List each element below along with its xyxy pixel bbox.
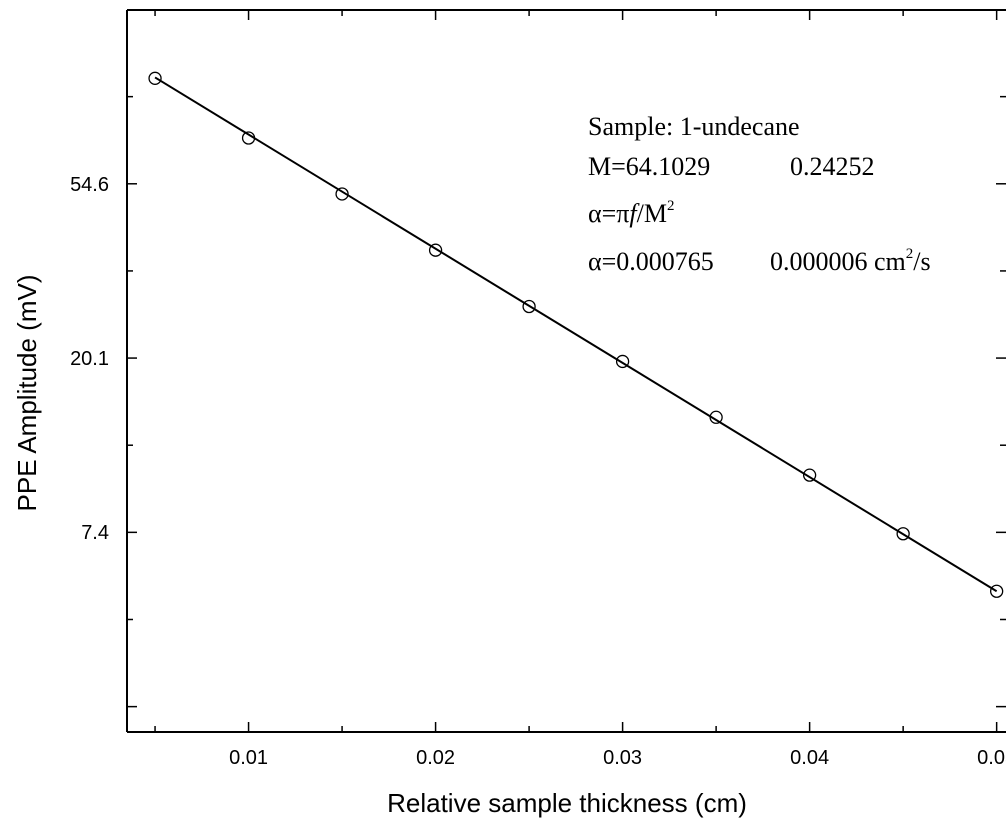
annotation-m-error: 0.24252: [790, 152, 875, 181]
data-point: [709, 410, 723, 424]
annotation-sample: Sample: 1-undecane: [588, 112, 800, 141]
annotation-formula-sup: 2: [667, 198, 675, 214]
data-points-layer: [148, 71, 1004, 598]
data-point: [148, 71, 162, 85]
data-point: [802, 468, 817, 482]
x-tick-label: 0.05: [977, 747, 1006, 769]
data-point: [522, 299, 536, 314]
x-tick-label: 0.01: [229, 747, 268, 769]
x-tick-label: 0.04: [790, 747, 829, 769]
fit-line: [154, 76, 998, 593]
annotation-alpha-error-unit: /s: [913, 247, 930, 276]
annotation-alpha-error-value: 0.000006 cm: [770, 247, 906, 276]
annotation-formula-alpha: α=π: [588, 199, 629, 228]
x-tick-label: 0.03: [603, 747, 642, 769]
annotation-formula-f: f: [629, 199, 640, 228]
annotation-formula-m: /M: [637, 199, 667, 228]
data-point: [335, 187, 349, 201]
data-point: [428, 243, 443, 257]
y-tick-label: 54.6: [70, 174, 109, 196]
annotation-alpha-value: α=0.000765: [588, 247, 714, 276]
x-axis-title: Relative sample thickness (cm): [387, 788, 747, 818]
annotation-alpha-error-sup: 2: [906, 246, 914, 262]
data-point: [241, 131, 256, 145]
y-tick-label: 7.4: [81, 522, 109, 544]
annotation-box: Sample: 1-undecane M=64.1029 0.24252 α=π…: [588, 112, 931, 276]
data-point: [615, 354, 630, 369]
annotation-m-value: M=64.1029: [588, 152, 710, 181]
annotation-formula: α=πf/M2: [588, 198, 675, 228]
y-tick-label: 20.1: [70, 348, 109, 370]
plot-frame: [126, 9, 1006, 733]
y-axis-title: PPE Amplitude (mV): [12, 275, 42, 512]
data-point: [989, 584, 1004, 598]
y-axis-ticks: 7.4 20.1 54.6: [70, 95, 1006, 708]
x-axis-ticks: 0.01 0.02 0.03 0.04 0.05: [154, 10, 1006, 769]
data-point: [896, 527, 910, 541]
fit-line-layer: [154, 76, 998, 593]
x-tick-label: 0.02: [416, 747, 455, 769]
annotation-alpha-error: 0.000006 cm2/s: [770, 246, 931, 276]
